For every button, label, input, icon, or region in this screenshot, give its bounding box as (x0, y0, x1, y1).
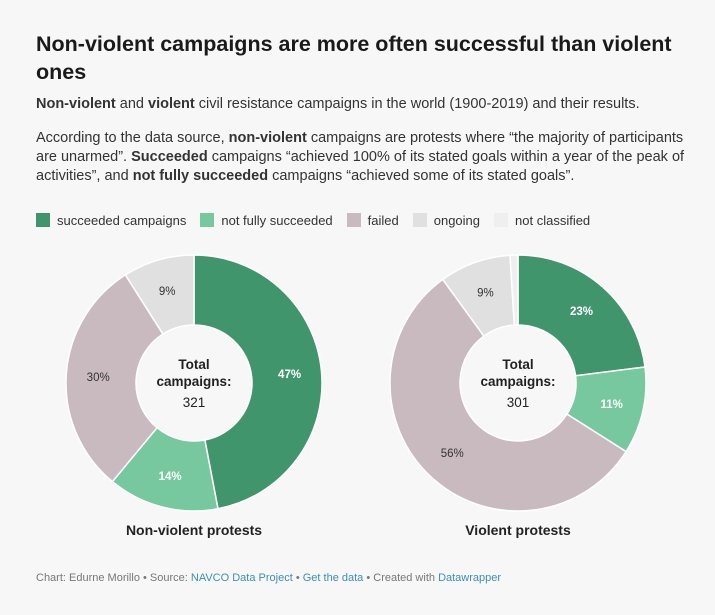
source-link[interactable]: NAVCO Data Project (190, 572, 293, 584)
chart-description: According to the data source, non-violen… (36, 129, 696, 186)
slice-label: 23% (570, 306, 593, 318)
legend-swatch (200, 213, 215, 227)
donut-chart: 47% 14% 30% 9% Total campaigns: 321 Non-violent… (65, 254, 323, 538)
center-total: 301 (507, 395, 530, 410)
chart-footer: Chart: Edurne Morillo • Source: NAVCO Da… (36, 572, 501, 584)
center-label: Total (502, 357, 533, 372)
desc-text-3: campaigns “achieved 100% of its stated g… (36, 149, 685, 184)
legend-swatch (494, 213, 509, 227)
legend-swatch (412, 213, 427, 227)
legend-swatch (36, 213, 50, 227)
donut-slice (193, 254, 323, 510)
center-total: 321 (183, 395, 206, 410)
center-label: campaigns: (156, 374, 231, 389)
legend: succeeded campaigns not fully succeeded … (36, 211, 604, 229)
donut-slice (389, 278, 628, 512)
legend-label: ongoing (433, 212, 481, 228)
donut-slice (509, 254, 519, 326)
legend-label: not fully succeeded (221, 212, 333, 228)
legend-swatch (346, 213, 361, 227)
desc-bold-2: Succeeded (131, 149, 208, 165)
donut-charts: 47% 14% 30% 9% Total campaigns: 321 Non-violent… (65, 254, 647, 538)
donut-slice (124, 254, 195, 336)
footer-sep: • Source: (139, 572, 191, 584)
footer-sep: • (292, 572, 303, 584)
center-label: campaigns: (480, 374, 555, 389)
legend-item-failed: failed (346, 212, 399, 228)
slice-label: 30% (87, 372, 110, 384)
footer-sep: • Created with (363, 572, 439, 584)
subtitle-text-1: and (115, 96, 148, 112)
donut-slice (517, 254, 646, 377)
subtitle-text-2: civil resistance campaigns in the world … (194, 96, 640, 112)
footer-credit: Chart: Edurne Morillo (36, 572, 140, 584)
legend-item-not-classified: not classified (494, 213, 590, 228)
desc-bold-1: non-violent (228, 130, 307, 146)
slice-label: 9% (159, 286, 176, 298)
donut-chart: 23% 11% 56% 9% Total campaigns: 301 Violent pro… (389, 254, 647, 538)
slice-label: 47% (278, 369, 301, 381)
chart-subtitle: Violent protests (465, 522, 571, 538)
chart-title: Non-violent campaigns are more often suc… (36, 32, 672, 84)
slice-label: 9% (477, 288, 494, 300)
center-label: Total (178, 357, 209, 372)
desc-text-2: campaigns are protests where “the majori… (36, 130, 684, 165)
subtitle-bold-violent: violent (148, 96, 195, 112)
datawrapper-link[interactable]: Datawrapper (438, 572, 502, 584)
chart-subtitle: Non-violent protests (126, 522, 262, 538)
slice-label: 56% (441, 448, 464, 460)
slice-label: 14% (159, 471, 182, 483)
legend-item-not-fully: not fully succeeded (200, 212, 333, 228)
chart-subtitle: Non-violent and violent civil resistance… (36, 95, 696, 114)
get-data-link[interactable]: Get the data (302, 572, 364, 584)
donut-slice (65, 273, 164, 483)
desc-text-1: According to the data source, (36, 130, 229, 146)
legend-label: failed (367, 212, 399, 228)
desc-bold-3: not fully succeeded (132, 168, 269, 184)
subtitle-bold-nonviolent: Non-violent (36, 96, 116, 112)
legend-label: not classified (515, 212, 591, 228)
desc-text-4: campaigns “achieved some of its stated g… (268, 168, 575, 184)
legend-item-succeeded: succeeded campaigns (36, 213, 186, 228)
legend-item-ongoing: ongoing (412, 212, 481, 228)
legend-label: succeeded campaigns (57, 212, 187, 228)
slice-label: 11% (600, 399, 622, 411)
